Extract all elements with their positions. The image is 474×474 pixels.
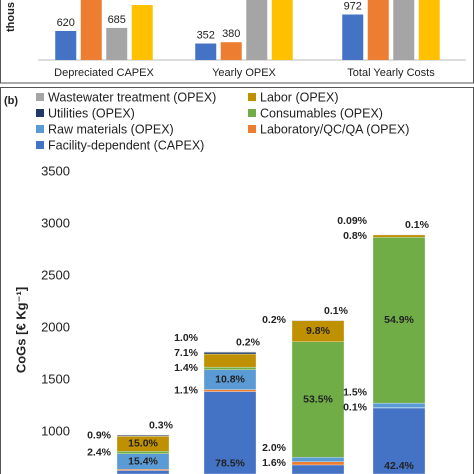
bar [195,43,217,60]
bar-segment [291,457,345,462]
bar [393,0,415,60]
bar-segment [203,389,257,392]
bar-segment [116,451,170,454]
share-label: 1.4% [174,362,199,374]
legend-label: Laboratory/QC/QA (OPEX) [260,122,409,136]
bar-segment [116,470,170,474]
legend-label: Labor (OPEX) [260,90,339,104]
share-label: 78.5% [215,458,245,470]
bar [80,0,102,60]
bar [220,42,242,60]
bar [131,5,153,60]
legend-label: Wastewater treatment (OPEX) [48,90,216,104]
share-label: 15.4% [128,455,158,467]
share-label: 2.0% [262,442,287,454]
bar-segment [203,353,257,368]
panel-label: (b) [4,95,18,107]
legend-swatch [248,125,256,133]
share-label: 1.6% [262,457,287,469]
bar-segment [291,461,345,466]
bar-segment [291,464,345,474]
share-label: 0.2% [236,336,261,348]
share-label: 0.1% [343,402,368,414]
bar-segment [372,407,426,474]
share-label: 53.5% [303,393,333,405]
legend: Facility-dependent (CAPEX) Laboratory/QC/… [36,90,409,152]
legend-swatch [248,109,256,117]
y-tick-label: 3500 [41,163,70,178]
share-label: 0.3% [149,420,174,432]
legend-label: Facility-dependent (CAPEX) [48,138,204,152]
y-axis-label: CoGs [€ Kg⁻¹] [13,287,28,373]
bar [246,0,268,60]
share-label: 1.5% [343,387,368,399]
share-label: 0.09% [337,215,367,227]
share-label: 9.8% [306,325,331,337]
legend-label: Raw materials (OPEX) [48,122,174,136]
y-tick-label: 3000 [41,215,70,230]
legend-swatch [248,93,256,101]
bar-segment [372,402,426,408]
legend-swatch [36,93,44,101]
y-tick-label: 2500 [41,267,70,282]
bar-segment [291,341,345,458]
share-label: 42.4% [384,460,414,472]
x-tick-label: Total Yearly Costs [347,67,435,79]
legend-label: Utilities (OPEX) [48,106,135,120]
value-label: 352 [197,29,215,41]
value-label: 1175 [130,0,154,3]
share-label: 2.4% [87,446,112,458]
share-label: 0.9% [87,429,112,441]
legend-swatch [36,141,44,149]
y-axis-label: thous [5,2,17,32]
share-label: 7.1% [174,347,199,359]
share-label: 54.9% [384,314,414,326]
legend-swatch [36,125,44,133]
value-label: 972 [344,0,362,12]
bar [271,0,293,60]
share-label: 0.1% [405,219,430,231]
value-label: 380 [222,28,240,40]
y-tick-label: 1000 [41,423,70,438]
share-label: 0.2% [262,314,287,326]
x-tick-label: Yearly OPEX [212,67,276,79]
share-label: 10.8% [215,373,245,385]
share-label: 0.1% [324,305,349,317]
x-tick-label: Depreciated CAPEX [54,67,154,79]
y-tick-label: 2000 [41,319,70,334]
bar-segment [203,366,257,370]
bar [418,0,440,60]
bar [342,14,364,61]
bar-segment [372,237,426,404]
share-label: 0.8% [343,230,368,242]
value-label: 685 [108,14,126,26]
bar-segment [203,351,257,355]
bar-segment [116,469,170,471]
y-tick-label: 1500 [41,371,70,386]
bar [106,27,128,60]
legend-swatch [36,109,44,117]
legend-label: Consumables (OPEX) [260,106,383,120]
bar [367,0,389,60]
value-label: 620 [57,17,75,29]
share-label: 1.0% [174,332,199,344]
bar-segment [372,234,426,238]
bar [55,30,77,60]
bar-segment [203,391,257,474]
share-label: 15.0% [128,438,158,450]
share-label: 1.1% [174,384,199,396]
